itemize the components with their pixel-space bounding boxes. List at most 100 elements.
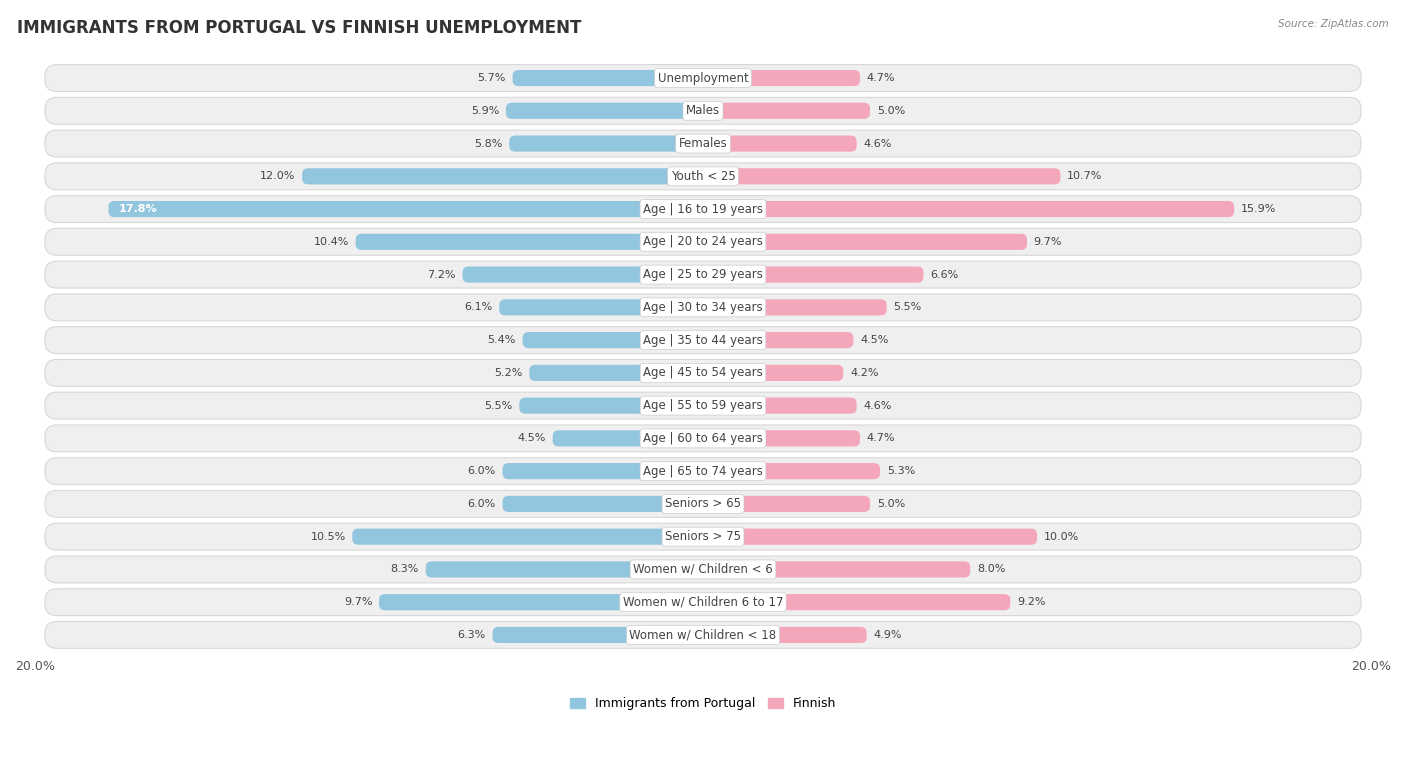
Text: 5.0%: 5.0% xyxy=(877,499,905,509)
Text: Women w/ Children < 6: Women w/ Children < 6 xyxy=(633,563,773,576)
Text: IMMIGRANTS FROM PORTUGAL VS FINNISH UNEMPLOYMENT: IMMIGRANTS FROM PORTUGAL VS FINNISH UNEM… xyxy=(17,19,581,37)
FancyBboxPatch shape xyxy=(703,136,856,151)
Text: 5.0%: 5.0% xyxy=(877,106,905,116)
Text: 8.3%: 8.3% xyxy=(391,565,419,575)
Text: Source: ZipAtlas.com: Source: ZipAtlas.com xyxy=(1278,19,1389,29)
FancyBboxPatch shape xyxy=(45,392,1361,419)
Text: Age | 35 to 44 years: Age | 35 to 44 years xyxy=(643,334,763,347)
FancyBboxPatch shape xyxy=(45,64,1361,92)
FancyBboxPatch shape xyxy=(703,528,1038,545)
Text: 12.0%: 12.0% xyxy=(260,171,295,182)
Text: 5.2%: 5.2% xyxy=(495,368,523,378)
Text: 5.8%: 5.8% xyxy=(474,139,502,148)
Text: 20.0%: 20.0% xyxy=(1351,659,1391,672)
FancyBboxPatch shape xyxy=(703,594,1011,610)
Text: 5.9%: 5.9% xyxy=(471,106,499,116)
Text: Unemployment: Unemployment xyxy=(658,72,748,85)
FancyBboxPatch shape xyxy=(509,136,703,151)
FancyBboxPatch shape xyxy=(502,496,703,512)
Text: Seniors > 65: Seniors > 65 xyxy=(665,497,741,510)
FancyBboxPatch shape xyxy=(703,496,870,512)
Text: 6.6%: 6.6% xyxy=(931,269,959,279)
FancyBboxPatch shape xyxy=(529,365,703,381)
FancyBboxPatch shape xyxy=(45,458,1361,484)
Text: 9.7%: 9.7% xyxy=(344,597,373,607)
FancyBboxPatch shape xyxy=(356,234,703,250)
Text: 8.0%: 8.0% xyxy=(977,565,1005,575)
Text: 4.5%: 4.5% xyxy=(517,434,546,444)
FancyBboxPatch shape xyxy=(703,365,844,381)
FancyBboxPatch shape xyxy=(380,594,703,610)
Text: Women w/ Children < 18: Women w/ Children < 18 xyxy=(630,628,776,641)
FancyBboxPatch shape xyxy=(426,562,703,578)
FancyBboxPatch shape xyxy=(703,299,887,316)
FancyBboxPatch shape xyxy=(703,234,1026,250)
FancyBboxPatch shape xyxy=(703,430,860,447)
Text: 4.6%: 4.6% xyxy=(863,139,891,148)
FancyBboxPatch shape xyxy=(45,261,1361,288)
FancyBboxPatch shape xyxy=(45,491,1361,517)
Text: Age | 30 to 34 years: Age | 30 to 34 years xyxy=(643,301,763,314)
FancyBboxPatch shape xyxy=(45,163,1361,190)
Text: 10.4%: 10.4% xyxy=(314,237,349,247)
FancyBboxPatch shape xyxy=(703,332,853,348)
Text: Males: Males xyxy=(686,104,720,117)
Text: 4.5%: 4.5% xyxy=(860,335,889,345)
FancyBboxPatch shape xyxy=(108,201,703,217)
Text: 4.7%: 4.7% xyxy=(866,73,896,83)
FancyBboxPatch shape xyxy=(499,299,703,316)
Text: 6.0%: 6.0% xyxy=(468,466,496,476)
Text: Youth < 25: Youth < 25 xyxy=(671,170,735,183)
Text: Age | 16 to 19 years: Age | 16 to 19 years xyxy=(643,203,763,216)
Text: 4.7%: 4.7% xyxy=(866,434,896,444)
FancyBboxPatch shape xyxy=(506,103,703,119)
Text: 4.6%: 4.6% xyxy=(863,400,891,410)
Text: 10.5%: 10.5% xyxy=(311,531,346,542)
FancyBboxPatch shape xyxy=(45,589,1361,615)
Text: Age | 25 to 29 years: Age | 25 to 29 years xyxy=(643,268,763,281)
Text: 20.0%: 20.0% xyxy=(15,659,55,672)
Text: 5.4%: 5.4% xyxy=(488,335,516,345)
Text: Women w/ Children 6 to 17: Women w/ Children 6 to 17 xyxy=(623,596,783,609)
Legend: Immigrants from Portugal, Finnish: Immigrants from Portugal, Finnish xyxy=(565,692,841,715)
FancyBboxPatch shape xyxy=(492,627,703,643)
Text: 15.9%: 15.9% xyxy=(1240,204,1277,214)
FancyBboxPatch shape xyxy=(353,528,703,545)
Text: 7.2%: 7.2% xyxy=(427,269,456,279)
FancyBboxPatch shape xyxy=(302,168,703,185)
Text: 6.3%: 6.3% xyxy=(457,630,486,640)
Text: 4.9%: 4.9% xyxy=(873,630,901,640)
Text: 9.7%: 9.7% xyxy=(1033,237,1062,247)
Text: 4.2%: 4.2% xyxy=(851,368,879,378)
FancyBboxPatch shape xyxy=(703,70,860,86)
FancyBboxPatch shape xyxy=(502,463,703,479)
FancyBboxPatch shape xyxy=(45,130,1361,157)
FancyBboxPatch shape xyxy=(45,229,1361,255)
Text: 6.1%: 6.1% xyxy=(464,302,492,313)
FancyBboxPatch shape xyxy=(703,168,1060,185)
FancyBboxPatch shape xyxy=(703,463,880,479)
FancyBboxPatch shape xyxy=(553,430,703,447)
Text: 5.5%: 5.5% xyxy=(893,302,922,313)
FancyBboxPatch shape xyxy=(45,327,1361,354)
FancyBboxPatch shape xyxy=(703,266,924,282)
Text: 5.3%: 5.3% xyxy=(887,466,915,476)
FancyBboxPatch shape xyxy=(703,627,866,643)
Text: 10.0%: 10.0% xyxy=(1043,531,1078,542)
Text: 6.0%: 6.0% xyxy=(468,499,496,509)
FancyBboxPatch shape xyxy=(45,360,1361,386)
FancyBboxPatch shape xyxy=(703,562,970,578)
Text: 17.8%: 17.8% xyxy=(118,204,157,214)
FancyBboxPatch shape xyxy=(463,266,703,282)
FancyBboxPatch shape xyxy=(45,98,1361,124)
Text: Females: Females xyxy=(679,137,727,150)
FancyBboxPatch shape xyxy=(523,332,703,348)
Text: Age | 55 to 59 years: Age | 55 to 59 years xyxy=(643,399,763,412)
Text: Age | 65 to 74 years: Age | 65 to 74 years xyxy=(643,465,763,478)
FancyBboxPatch shape xyxy=(45,294,1361,321)
FancyBboxPatch shape xyxy=(703,103,870,119)
FancyBboxPatch shape xyxy=(45,556,1361,583)
FancyBboxPatch shape xyxy=(45,425,1361,452)
FancyBboxPatch shape xyxy=(703,397,856,414)
FancyBboxPatch shape xyxy=(45,195,1361,223)
